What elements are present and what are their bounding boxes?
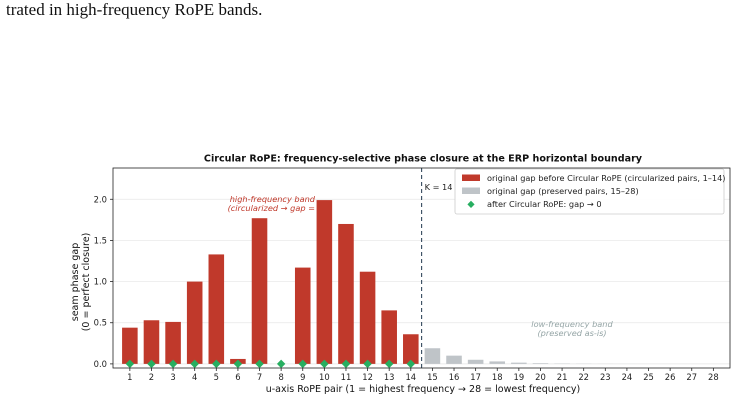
x-tick-label: 25 xyxy=(643,372,654,382)
x-tick-label: 18 xyxy=(492,372,503,382)
x-tick-label: 21 xyxy=(557,372,568,382)
x-tick-label: 19 xyxy=(514,372,525,382)
x-tick-label: 12 xyxy=(362,372,373,382)
after-marker xyxy=(320,359,329,369)
bar xyxy=(359,271,376,364)
plot-frame xyxy=(112,167,731,369)
bar xyxy=(294,267,311,364)
x-tick-label: 8 xyxy=(278,372,283,382)
after-marker xyxy=(276,359,286,369)
y-tick-label: 1.0 xyxy=(94,277,107,287)
high-frequency-annotation-line1: high-frequency band xyxy=(230,194,316,204)
x-tick-label: 11 xyxy=(341,372,352,382)
after-marker xyxy=(298,359,307,369)
x-axis-ticks: 1 2 3 4 5 6 7 8 9 10 11 12 13 14 15 16 17 18 19 20 21 22 23 24 2… xyxy=(127,368,719,382)
x-axis-title: u-axis RoPE pair (1 = highest frequency … xyxy=(266,384,581,395)
bar xyxy=(424,348,441,364)
y-axis-title-line1: seam phase gap xyxy=(70,243,81,321)
after-marker xyxy=(125,359,135,369)
low-frequency-annotation-line2: (preserved as-is) xyxy=(537,328,606,338)
after-marker xyxy=(255,359,264,369)
after-marker xyxy=(384,359,394,369)
y-tick-label: 1.5 xyxy=(94,235,107,245)
legend-label-after: after Circular RoPE: gap → 0 xyxy=(487,199,602,209)
caption-text: trated in high-frequency RoPE bands. xyxy=(6,0,263,19)
x-tick-label: 9 xyxy=(300,372,305,382)
bar xyxy=(511,362,527,364)
y-tick-label: 0.0 xyxy=(94,359,107,369)
legend-label-preserved: original gap (preserved pairs, 15–28) xyxy=(487,186,639,196)
x-tick-label: 20 xyxy=(535,372,546,382)
after-marker xyxy=(233,359,243,369)
bars-group xyxy=(122,200,722,364)
x-tick-label: 17 xyxy=(470,372,481,382)
x-tick-label: 27 xyxy=(686,372,697,382)
after-marker xyxy=(190,359,199,369)
x-tick-label: 24 xyxy=(622,372,633,382)
x-tick-label: 2 xyxy=(149,372,154,382)
legend-swatch-preserved xyxy=(462,187,480,194)
x-tick-label: 26 xyxy=(665,372,676,382)
after-marker xyxy=(212,359,221,369)
x-tick-label: 3 xyxy=(170,372,175,382)
x-tick-label: 23 xyxy=(600,372,611,382)
after-marker xyxy=(363,359,372,369)
x-tick-label: 22 xyxy=(578,372,589,382)
chart-title: Circular RoPE: frequency-selective phase… xyxy=(204,154,643,165)
bar xyxy=(338,223,354,364)
bar xyxy=(467,359,484,364)
after-marker xyxy=(147,359,156,369)
x-tick-label: 4 xyxy=(192,372,197,382)
legend-label-circularized: original gap before Circular RoPE (circu… xyxy=(487,173,726,183)
x-tick-label: 10 xyxy=(319,372,330,382)
bar xyxy=(186,281,203,364)
x-tick-label: 28 xyxy=(708,372,719,382)
x-tick-label: 13 xyxy=(384,372,395,382)
legend-marker-after xyxy=(467,200,475,208)
x-tick-label: 14 xyxy=(405,372,416,382)
y-axis-title-line2: (0 = perfect closure) xyxy=(81,233,92,332)
x-tick-label: 6 xyxy=(235,372,240,382)
after-marker xyxy=(406,359,416,369)
y-tick-label: 0.5 xyxy=(94,318,107,328)
bar xyxy=(489,361,506,364)
bar xyxy=(165,321,181,364)
x-tick-label: 5 xyxy=(214,372,219,382)
low-frequency-annotation-line1: low-frequency band xyxy=(531,319,613,329)
bar xyxy=(316,200,333,364)
x-tick-label: 15 xyxy=(427,372,438,382)
legend-swatch-circularized xyxy=(462,174,480,181)
legend-box xyxy=(454,168,725,215)
bar xyxy=(446,355,462,364)
bar xyxy=(208,254,225,364)
high-frequency-annotation-line2: (circularized → gap = xyxy=(228,203,315,213)
bar xyxy=(381,310,397,364)
bar xyxy=(403,334,419,364)
bar xyxy=(122,327,138,364)
x-tick-label: 1 xyxy=(127,372,132,382)
bar xyxy=(143,320,160,364)
x-tick-label: 16 xyxy=(449,372,460,382)
x-tick-label: 7 xyxy=(257,372,262,382)
bar xyxy=(532,363,549,364)
after-markers-group xyxy=(125,359,416,369)
k-threshold-label: K = 14 xyxy=(425,182,453,192)
after-marker xyxy=(168,359,178,369)
bar xyxy=(251,218,268,364)
y-tick-label: 2.0 xyxy=(94,194,107,204)
y-axis-ticks: 0.0 0.5 1.0 1.5 2.0 xyxy=(94,194,113,369)
after-marker xyxy=(341,359,351,369)
legend: original gap before Circular RoPE (circu… xyxy=(454,168,726,215)
